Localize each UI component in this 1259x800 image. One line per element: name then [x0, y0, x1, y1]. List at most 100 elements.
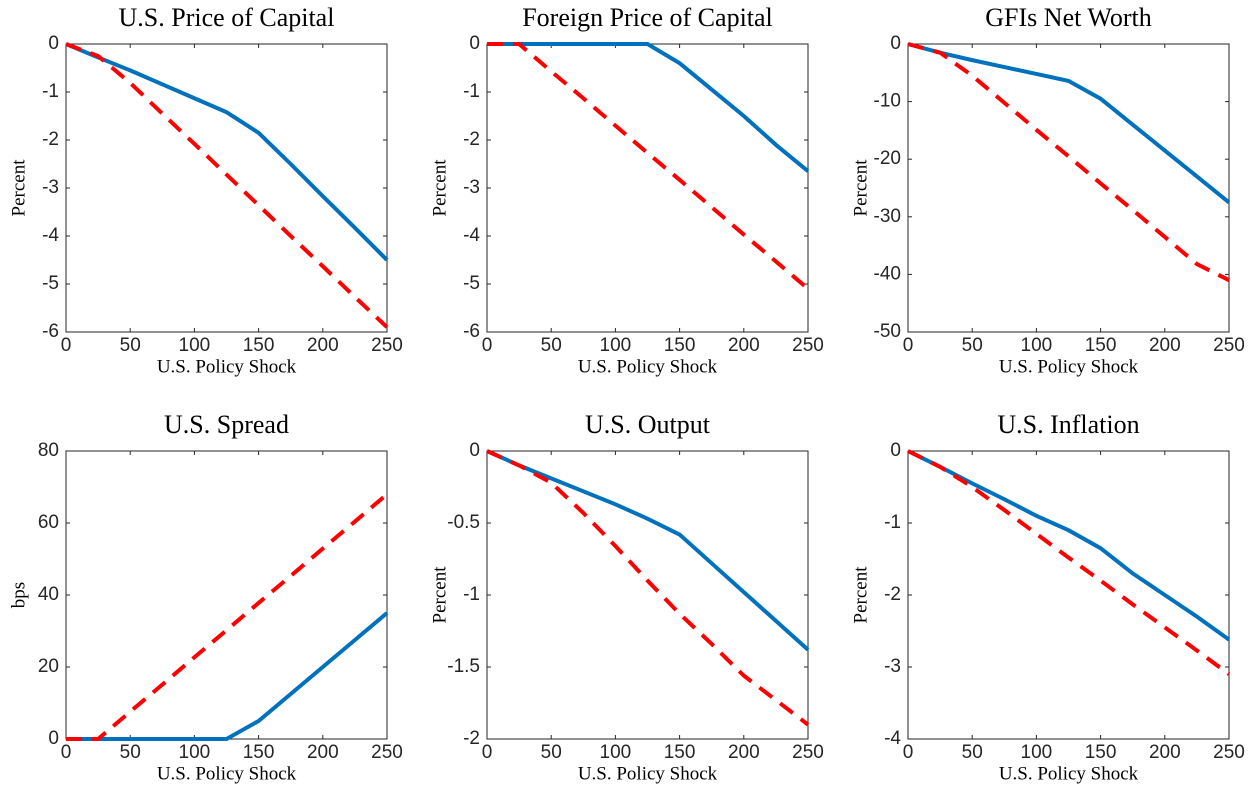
x-tick-label: 200 — [1149, 335, 1181, 356]
y-tick-label: 0 — [469, 33, 480, 54]
series-line — [65, 42, 389, 262]
y-tick-label: 20 — [38, 656, 59, 677]
x-tick-label: 150 — [1085, 742, 1117, 763]
y-axis-label: Percent — [429, 566, 450, 624]
y-tick-label: -40 — [874, 263, 901, 284]
axes-box — [65, 450, 388, 740]
x-tick-label: 0 — [903, 335, 914, 356]
y-tick-label: -50 — [874, 321, 901, 342]
y-tick-label: 40 — [38, 584, 59, 605]
axes-box — [486, 43, 809, 333]
chart-title: Foreign Price of Capital — [522, 3, 773, 32]
y-tick-label: -10 — [874, 91, 901, 112]
y-axis-label: Percent — [8, 159, 29, 217]
series-line — [65, 42, 389, 329]
x-tick-label: 0 — [61, 742, 72, 763]
x-tick-label: 150 — [243, 335, 275, 356]
y-tick-label: 80 — [38, 440, 59, 461]
axes-box — [907, 43, 1230, 333]
x-tick-label: 100 — [600, 742, 632, 763]
y-tick-label: -1.5 — [447, 656, 480, 677]
chart-title: U.S. Inflation — [997, 410, 1139, 439]
y-tick-label: 60 — [38, 512, 59, 533]
x-axis-label: U.S. Policy Shock — [999, 763, 1139, 784]
x-tick-label: 100 — [1021, 742, 1053, 763]
x-axis-label: U.S. Policy Shock — [157, 763, 297, 784]
series-line — [66, 611, 389, 741]
series-line — [907, 42, 1230, 282]
series-line — [66, 492, 389, 741]
chart-title: U.S. Output — [585, 410, 711, 439]
x-tick-label: 250 — [1213, 335, 1245, 356]
x-tick-label: 150 — [243, 742, 275, 763]
x-tick-label: 0 — [482, 742, 493, 763]
x-axis-label: U.S. Policy Shock — [157, 356, 297, 377]
x-tick-label: 150 — [1085, 335, 1117, 356]
y-axis-label: bps — [8, 582, 29, 608]
x-tick-label: 0 — [903, 742, 914, 763]
y-tick-label: -5 — [42, 273, 59, 294]
chart-title: U.S. Price of Capital — [119, 3, 335, 32]
y-tick-label: -5 — [463, 273, 480, 294]
x-tick-label: 250 — [371, 742, 403, 763]
x-tick-label: 0 — [61, 335, 72, 356]
series-line — [907, 449, 1231, 642]
y-tick-label: -4 — [42, 225, 59, 246]
x-tick-label: 50 — [120, 335, 141, 356]
y-tick-label: -1 — [884, 512, 901, 533]
y-tick-label: -3 — [463, 177, 480, 198]
x-tick-label: 250 — [792, 742, 824, 763]
x-tick-label: 250 — [792, 335, 824, 356]
x-tick-label: 100 — [179, 742, 211, 763]
y-tick-label: 0 — [890, 33, 901, 54]
chart-title: U.S. Spread — [164, 410, 289, 439]
y-tick-label: 0 — [48, 33, 59, 54]
y-tick-label: -30 — [874, 206, 901, 227]
x-tick-label: 150 — [664, 742, 696, 763]
y-axis-label: Percent — [850, 159, 871, 217]
axes-box — [65, 43, 388, 333]
y-tick-label: -4 — [884, 728, 901, 749]
x-tick-label: 250 — [371, 335, 403, 356]
y-tick-label: -3 — [42, 177, 59, 198]
x-tick-label: 50 — [541, 742, 562, 763]
x-tick-label: 150 — [664, 335, 696, 356]
axes-box — [907, 450, 1230, 740]
series-line — [486, 449, 810, 652]
y-tick-label: -2 — [884, 584, 901, 605]
y-tick-label: 0 — [890, 440, 901, 461]
y-axis-label: Percent — [429, 159, 450, 217]
x-axis-label: U.S. Policy Shock — [999, 356, 1139, 377]
x-tick-label: 50 — [541, 335, 562, 356]
x-tick-label: 100 — [600, 335, 632, 356]
x-tick-label: 100 — [179, 335, 211, 356]
y-tick-label: -0.5 — [447, 512, 480, 533]
y-tick-label: -20 — [874, 148, 901, 169]
y-tick-label: 0 — [469, 440, 480, 461]
y-tick-label: -2 — [463, 728, 480, 749]
x-tick-label: 100 — [1021, 335, 1053, 356]
y-tick-label: -2 — [42, 129, 59, 150]
x-tick-label: 200 — [1149, 742, 1181, 763]
x-tick-label: 0 — [482, 335, 493, 356]
x-tick-label: 200 — [728, 742, 760, 763]
y-tick-label: -1 — [463, 584, 480, 605]
y-tick-label: 0 — [48, 728, 59, 749]
x-tick-label: 50 — [962, 335, 983, 356]
y-tick-label: -2 — [463, 129, 480, 150]
y-tick-label: -1 — [463, 81, 480, 102]
x-tick-label: 250 — [1213, 742, 1245, 763]
x-tick-label: 50 — [962, 742, 983, 763]
x-axis-label: U.S. Policy Shock — [578, 356, 718, 377]
chart-title: GFIs Net Worth — [985, 3, 1151, 32]
y-tick-label: -6 — [463, 321, 480, 342]
x-axis-label: U.S. Policy Shock — [578, 763, 718, 784]
y-tick-label: -6 — [42, 321, 59, 342]
x-tick-label: 200 — [728, 335, 760, 356]
y-tick-label: -1 — [42, 81, 59, 102]
axes-box — [486, 450, 809, 740]
y-axis-label: Percent — [850, 566, 871, 624]
y-tick-label: -3 — [884, 656, 901, 677]
series-line — [487, 42, 810, 173]
